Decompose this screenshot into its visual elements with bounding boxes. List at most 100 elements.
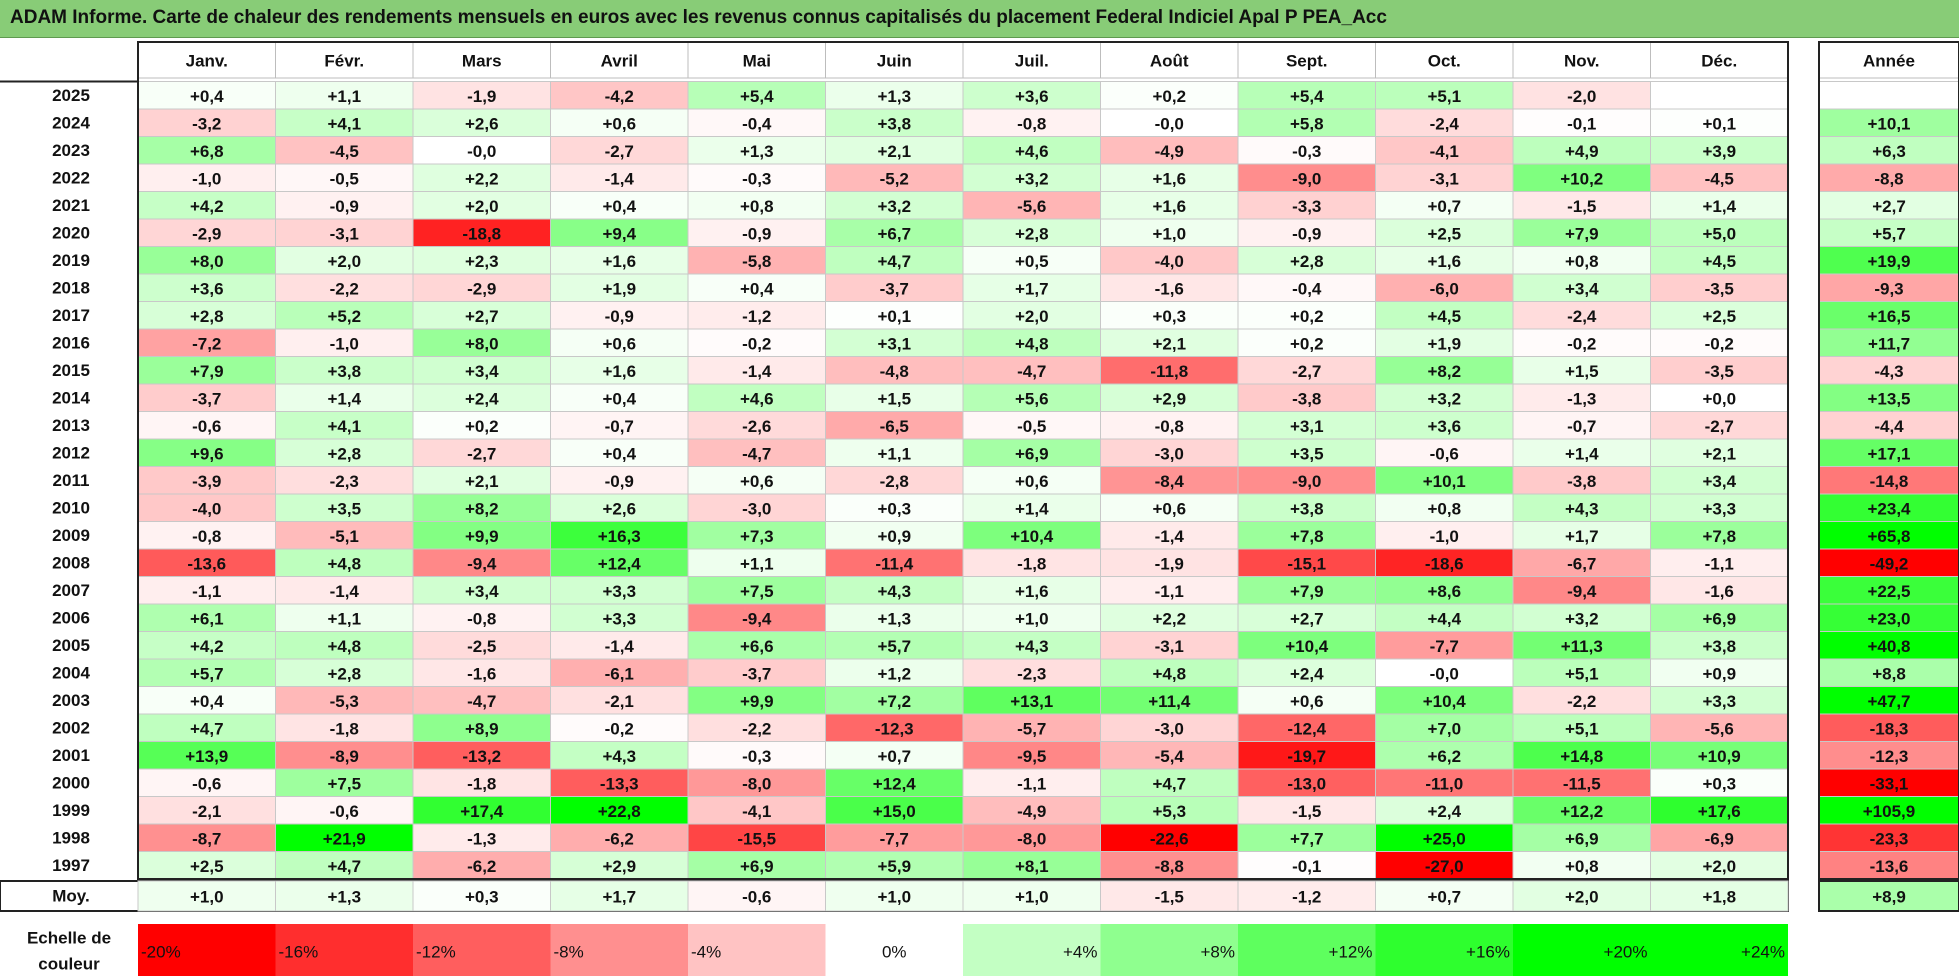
- cell-value: -2,3: [1017, 664, 1046, 683]
- heatmap-cell: [825, 741, 964, 770]
- column-header-4: Avril: [601, 52, 638, 71]
- column-header-cell: [1237, 41, 1376, 79]
- row-label-2012: 2012: [52, 443, 90, 462]
- heatmap-cell: [1375, 136, 1514, 165]
- row-label-2020: 2020: [52, 223, 90, 242]
- heatmap-cell: [1375, 246, 1514, 275]
- heatmap-cell: [1375, 768, 1514, 797]
- cell-value: -1,6: [467, 664, 496, 683]
- cell-value: -4,7: [467, 692, 496, 711]
- heatmap-cell: [825, 796, 964, 825]
- average-value: +1,0: [877, 888, 911, 907]
- cell-value: +0,1: [877, 307, 911, 326]
- cell-value: +15,0: [873, 802, 916, 821]
- cell-value: +1,6: [602, 252, 636, 271]
- cell-value: +3,3: [1702, 692, 1736, 711]
- cell-value: -5,4: [1155, 747, 1185, 766]
- heatmap-cell: [1650, 741, 1789, 770]
- cell-value: -0,9: [1292, 224, 1321, 243]
- heatmap-cell: [962, 741, 1101, 770]
- heatmap-cell: [550, 603, 689, 632]
- heatmap-cell: [962, 328, 1101, 357]
- average-cell: [687, 880, 826, 912]
- average-cell: [1650, 880, 1789, 912]
- heatmap-cell: [1237, 686, 1376, 715]
- cell-value: -1,1: [1705, 554, 1734, 573]
- average-value: +1,3: [327, 888, 361, 907]
- column-header-11: Nov.: [1564, 52, 1600, 71]
- annual-value: +13,5: [1867, 389, 1910, 408]
- annual-value: -4,4: [1874, 417, 1904, 436]
- heatmap-cell: [962, 246, 1101, 275]
- annual-value: +17,1: [1867, 444, 1910, 463]
- heatmap-cell: [137, 658, 276, 687]
- cell-value: +4,1: [327, 417, 361, 436]
- heatmap-cell: [1375, 411, 1514, 440]
- heatmap-cell: [1375, 686, 1514, 715]
- annual-cell: [1818, 81, 1959, 110]
- heatmap-cell: [687, 493, 826, 522]
- cell-value: +4,3: [1565, 499, 1599, 518]
- cell-value: -2,7: [1292, 362, 1321, 381]
- cell-value: +6,9: [1702, 609, 1736, 628]
- column-header-1: Janv.: [186, 52, 228, 71]
- cell-value: -12,3: [875, 719, 914, 738]
- cell-value: +12,4: [598, 554, 642, 573]
- heatmap-cell: [1100, 356, 1239, 385]
- cell-value: -1,4: [742, 362, 772, 381]
- cell-value: +4,7: [327, 857, 361, 876]
- cell-value: -6,2: [605, 829, 634, 848]
- cell-value: +1,5: [1565, 362, 1599, 381]
- cell-value: -1,4: [1155, 527, 1185, 546]
- cell-value: +10,1: [1423, 472, 1466, 491]
- annual-value: -14,8: [1870, 472, 1909, 491]
- cell-value: +7,9: [1290, 582, 1324, 601]
- heatmap-cell: [962, 576, 1101, 605]
- heatmap-cell: [1100, 328, 1239, 357]
- cell-value: -3,5: [1705, 362, 1734, 381]
- cell-value: -1,6: [1155, 279, 1184, 298]
- heatmap-cell: [1100, 686, 1239, 715]
- heatmap-cell: [137, 713, 276, 742]
- cell-value: +1,0: [1152, 224, 1186, 243]
- cell-value: -1,9: [1155, 554, 1184, 573]
- heatmap-cell: [1237, 191, 1376, 220]
- cell-value: -15,5: [737, 829, 776, 848]
- heatmap-cell: [412, 713, 551, 742]
- annual-cell: [1818, 356, 1959, 385]
- column-header-6: Juin: [877, 52, 912, 71]
- cell-value: +1,4: [327, 389, 361, 408]
- cell-value: -7,7: [880, 829, 909, 848]
- average-value: +1,8: [1702, 888, 1736, 907]
- heatmap-cell: [137, 328, 276, 357]
- cell-value: -0,3: [742, 169, 771, 188]
- cell-value: -2,1: [605, 692, 634, 711]
- cell-value: +3,8: [1290, 499, 1324, 518]
- column-header-9: Sept.: [1286, 52, 1328, 71]
- cell-value: -4,5: [330, 142, 359, 161]
- cell-value: -2,6: [742, 417, 771, 436]
- cell-value: +5,9: [877, 857, 911, 876]
- cell-value: -0,2: [1567, 334, 1596, 353]
- heatmap-cell: [962, 273, 1101, 302]
- cell-value: +2,0: [1015, 307, 1049, 326]
- cell-value: -0,9: [742, 224, 771, 243]
- cell-value: -2,0: [1567, 87, 1596, 106]
- heatmap-cell: [1512, 273, 1651, 302]
- color-scale-stop: +8%: [1201, 943, 1236, 962]
- cell-value: +8,2: [465, 499, 499, 518]
- cell-value: +3,5: [327, 499, 361, 518]
- cell-value: -0,1: [1292, 857, 1321, 876]
- row-label-2019: 2019: [52, 251, 90, 270]
- cell-value: +7,5: [740, 582, 774, 601]
- heatmap-cell: [1237, 713, 1376, 742]
- color-scale-swatch: [1100, 924, 1238, 976]
- average-cell: [962, 880, 1101, 912]
- heatmap-cell: [550, 191, 689, 220]
- cell-value: +1,6: [1015, 582, 1049, 601]
- cell-value: +3,2: [1565, 609, 1599, 628]
- heatmap-cell: [1512, 768, 1651, 797]
- row-label-2016: 2016: [52, 333, 90, 352]
- cell-value: +2,8: [190, 307, 224, 326]
- cell-value: -0,1: [1567, 114, 1596, 133]
